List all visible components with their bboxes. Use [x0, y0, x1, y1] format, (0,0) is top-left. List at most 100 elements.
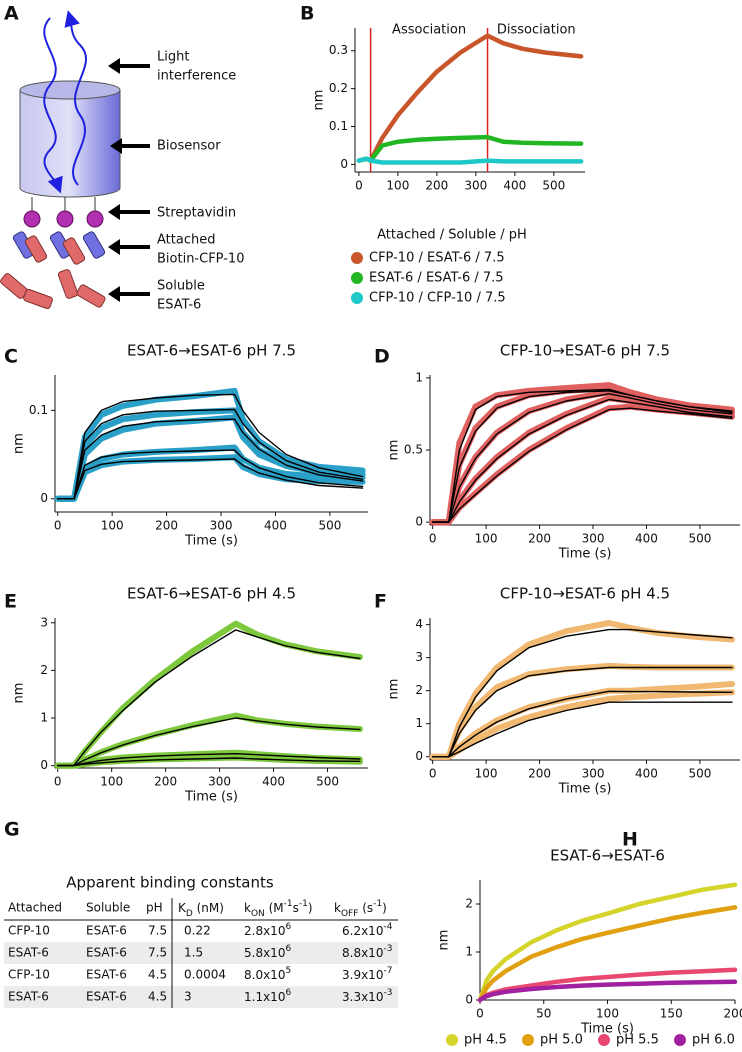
x-tick-label: 200 [155, 519, 178, 533]
light-wave [43, 17, 63, 194]
y-tick-label: 0 [415, 749, 423, 763]
table-cell: 8.8x10-3 [342, 944, 392, 960]
cell-part: -1 [299, 899, 308, 909]
x-tick-label: 200 [724, 1007, 742, 1021]
chart-title: ESAT-6→ESAT-6 pH 7.5 [127, 342, 296, 360]
x-tick-label: 100 [475, 532, 498, 546]
legend-marker [674, 1034, 686, 1046]
x-tick-label: 100 [475, 767, 498, 781]
y-tick-label: 1 [415, 716, 423, 730]
fit-line [57, 717, 361, 767]
y-tick-label: 2 [40, 663, 48, 677]
legend-marker [522, 1034, 534, 1046]
legend-marker [351, 272, 363, 284]
data-line [54, 414, 366, 502]
column-header: Soluble [86, 901, 130, 915]
data-line [356, 156, 584, 165]
panel-letter: F [374, 591, 387, 613]
cell-part: k [334, 901, 341, 915]
x-tick-label: 200 [425, 179, 448, 193]
chart-title: ESAT-6→ESAT-6 pH 4.5 [127, 585, 296, 603]
x-tick-label: 500 [688, 532, 711, 546]
x-tick-label: 300 [582, 532, 605, 546]
annotation: Association [392, 23, 466, 38]
y-axis-label: nm [437, 930, 452, 951]
table-cell: 2.8x106 [244, 922, 291, 938]
table-cell: ESAT-6 [8, 946, 49, 960]
data-line [54, 444, 366, 502]
fit-line [432, 398, 733, 523]
streptavidin-icons [23, 197, 104, 228]
x-tick-label: 100 [100, 775, 123, 789]
y-tick-label: 0 [340, 157, 348, 171]
y-axis-label: nm [12, 683, 27, 704]
legend-label: ESAT-6 / ESAT-6 / 7.5 [369, 271, 504, 286]
cell-part: -3 [383, 944, 392, 954]
diagram-label: Streptavidin [157, 206, 236, 221]
cell-part: 8.0x10 [244, 968, 285, 982]
table-cell: 3 [184, 990, 192, 1004]
x-tick-label: 400 [635, 767, 658, 781]
data-line [429, 395, 735, 526]
x-axis-label: Time (s) [184, 534, 238, 549]
y-tick-label: 1 [40, 711, 48, 725]
panel-letters: A B C D E F G H [4, 3, 638, 851]
panel-letter: C [4, 346, 18, 368]
panel-letter: B [300, 3, 314, 25]
x-tick-label: 150 [660, 1007, 683, 1021]
cell-part: -1 [284, 899, 293, 909]
table-cell: 4.5 [148, 990, 167, 1004]
x-tick-label: 50 [536, 1007, 551, 1021]
cell-part: k [244, 901, 251, 915]
binding-table: Apparent binding constants Attached Solub… [4, 874, 398, 1008]
fit-line [57, 629, 361, 767]
fit-line [432, 390, 733, 523]
fit-line [57, 418, 364, 500]
diagram-label: interference [157, 69, 236, 84]
table-cell: 3.9x10-7 [342, 966, 392, 982]
y-axis-label: nm [12, 433, 27, 454]
column-header: KD (nM) [178, 901, 224, 919]
cell-part: -4 [383, 922, 392, 932]
x-tick-label: 400 [262, 775, 285, 789]
x-tick-label: 400 [264, 519, 287, 533]
x-tick-label: 400 [503, 179, 526, 193]
cell-part: 6 [285, 922, 291, 932]
panel-letter: A [4, 3, 19, 25]
x-tick-label: 100 [386, 179, 409, 193]
y-tick-label: 2 [465, 897, 473, 911]
x-axis-label: Time (s) [558, 782, 612, 797]
table-cell: 7.5 [148, 946, 167, 960]
table-cell: ESAT-6 [86, 990, 127, 1004]
fit-line [57, 753, 361, 767]
x-tick-label: 400 [635, 532, 658, 546]
table-cell: ESAT-6 [86, 946, 127, 960]
legend-marker [446, 1034, 458, 1046]
y-axis-label: nm [312, 90, 327, 111]
fit-line [432, 666, 733, 758]
x-tick-label: 500 [318, 519, 341, 533]
cell-part: D [186, 909, 193, 919]
cell-part: -1 [373, 899, 382, 909]
column-header: pH [146, 901, 163, 915]
cell-part: 6 [285, 988, 291, 998]
table-cell: 6.2x10-4 [342, 922, 393, 938]
table-cell: 4.5 [148, 968, 167, 982]
x-tick-label: 0 [429, 767, 437, 781]
y-tick-label: 0.2 [329, 81, 348, 95]
diagram-label: Attached [157, 233, 215, 248]
cell-part: ) [382, 901, 387, 915]
diagram-label: ESAT-6 [157, 298, 201, 313]
pointer-arrows [118, 64, 150, 296]
cell-part: 6.2x10 [342, 924, 383, 938]
cell-part: 8.8x10 [342, 946, 383, 960]
y-tick-label: 1 [465, 945, 473, 959]
x-tick-label: 500 [542, 179, 565, 193]
table-cell: ESAT-6 [86, 924, 127, 938]
table-title: Apparent binding constants [66, 874, 274, 892]
x-tick-label: 200 [154, 775, 177, 789]
y-tick-label: 0 [40, 758, 48, 772]
x-tick-label: 300 [582, 767, 605, 781]
column-header: kOFF (s-1) [334, 899, 387, 919]
